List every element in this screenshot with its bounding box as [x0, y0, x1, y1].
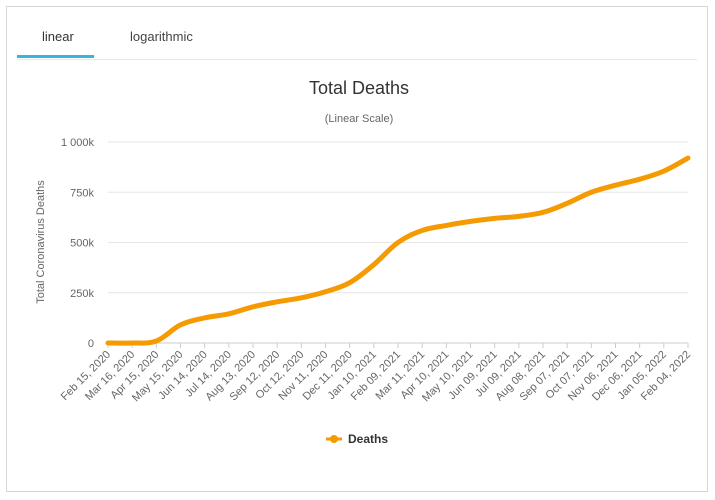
legend-label: Deaths: [348, 432, 388, 446]
y-axis-label: Total Coronavirus Deaths: [35, 180, 47, 304]
active-tab-indicator: [17, 55, 94, 58]
series-line-deaths: [105, 155, 691, 346]
y-tick-label: 0: [88, 338, 94, 350]
y-tick-label: 500k: [70, 238, 94, 250]
tab-linear[interactable]: linear: [42, 29, 74, 44]
tab-logarithmic[interactable]: logarithmic: [130, 29, 193, 44]
y-tick-label: 750k: [70, 187, 94, 199]
y-tick-label: 250k: [70, 288, 94, 300]
legend[interactable]: Deaths: [326, 432, 388, 446]
chart-panel: linear logarithmic: [6, 6, 708, 492]
y-tick-label: 1 000k: [61, 137, 95, 149]
scale-tabs: linear logarithmic: [17, 7, 697, 60]
legend-marker-icon: [330, 435, 338, 443]
chart-title: Total Deaths: [309, 78, 409, 98]
chart-subtitle: (Linear Scale): [325, 113, 393, 125]
